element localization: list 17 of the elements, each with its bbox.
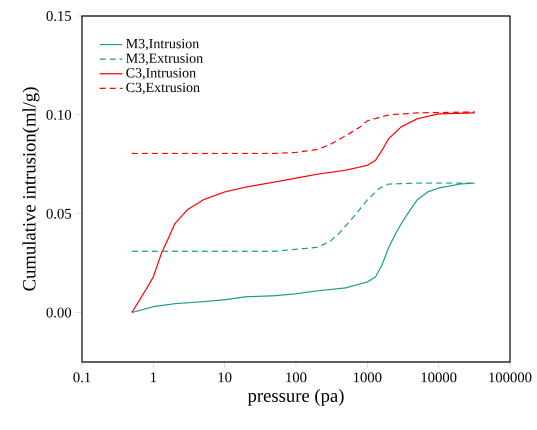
legend-label: C3,Extrusion	[126, 82, 200, 94]
y-tick-label: 0.00	[46, 308, 72, 318]
x-tick-label: 1000	[354, 372, 382, 382]
x-tick-label: 100000	[489, 372, 532, 382]
x-tick-label: 10	[218, 372, 232, 382]
x-tick-label: 100	[286, 372, 306, 382]
y-tick-label: 0.15	[46, 11, 72, 21]
legend-label: M3,Extrusion	[126, 54, 203, 65]
x-tick-label: 1	[150, 372, 156, 382]
y-axis-title: Cumulative intrusion(ml/g)	[22, 87, 40, 291]
legend-label: C3,Intrusion	[126, 68, 196, 80]
x-tick-label: 0.1	[73, 372, 90, 382]
x-axis-title: pressure (pa)	[248, 388, 344, 406]
y-tick-label: 0.05	[46, 208, 72, 219]
y-tick-label: 0.10	[46, 110, 72, 120]
x-tick-label: 10000	[422, 372, 456, 382]
legend-label: M3,Intrusion	[126, 38, 200, 50]
